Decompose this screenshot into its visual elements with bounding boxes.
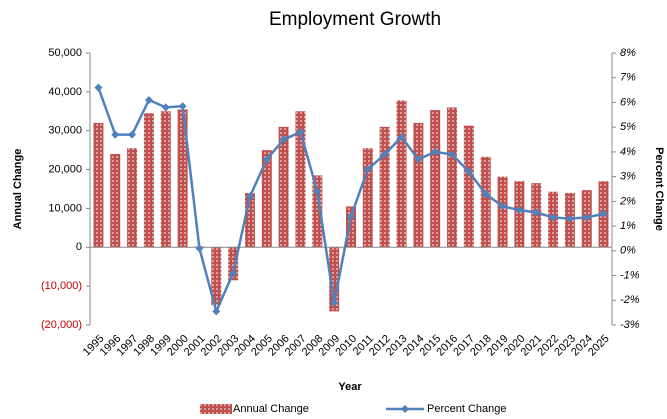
bar [312,175,323,248]
bar [396,100,407,248]
line-marker [94,83,103,92]
y-tick-label: 0 [76,241,82,253]
y-tick-label: 10,000 [48,202,82,214]
y-tick-label: 40,000 [48,86,82,98]
line-marker [380,150,389,159]
bar [480,156,491,248]
y2-axis-label: Percent Change [653,147,665,231]
y-tick-label: (10,000) [41,280,82,292]
bar [110,154,121,248]
bar [244,192,255,248]
legend-label: Percent Change [427,403,507,415]
legend-swatch [401,405,409,413]
y2-tick-label: -1% [620,269,640,281]
line [97,87,604,316]
bar [413,122,424,248]
legend-label: Annual Change [233,403,309,415]
bar [295,111,306,248]
bar [463,125,474,248]
bar [127,148,138,248]
legend-swatch [200,404,232,414]
y2-tick-label: 4% [620,146,636,158]
y2-tick-label: 0% [620,245,636,257]
bar [430,110,441,248]
y2-tick-label: 8% [620,47,636,59]
y-tick-label: (20,000) [41,319,82,331]
x-axis-label: Year [338,381,362,393]
line-marker [296,128,305,137]
line-marker [212,307,221,316]
line-marker [414,155,423,164]
line-marker [532,208,541,217]
line-marker [245,192,254,201]
y2-tick-label: 6% [620,96,636,108]
bar [497,176,508,248]
line-marker [262,155,271,164]
bar [261,150,272,248]
line-marker [481,189,490,198]
y2-tick-label: 1% [620,220,636,232]
bar [447,107,458,248]
line-marker [128,130,137,139]
bar [379,126,390,248]
bar [362,148,373,248]
bar [278,126,289,248]
y2-tick-label: 7% [620,72,636,84]
line-marker [195,244,204,253]
line-marker [448,150,457,159]
line-marker [161,103,170,112]
line-marker [464,167,473,176]
line-marker [144,95,153,104]
y-axis-label: Annual Change [12,149,24,230]
bar [346,206,356,248]
line-marker [229,269,238,278]
bar [514,181,525,248]
y2-tick-label: 3% [620,171,636,183]
line-marker [515,206,524,215]
line-marker [431,147,440,156]
y-tick-label: 20,000 [48,163,82,175]
bar [143,113,154,248]
line-marker [397,133,406,142]
bar [329,247,340,312]
line-marker [111,130,120,139]
y2-tick-label: -3% [620,319,640,331]
bar [177,109,188,248]
line-marker [279,135,288,144]
bar [211,247,222,306]
line-marker [582,213,591,222]
y2-tick-label: 5% [620,121,636,133]
y-tick-label: 30,000 [48,125,82,137]
line-marker [498,202,507,211]
bar [93,122,104,248]
line-marker [330,298,339,307]
bar [160,111,171,248]
line-marker [178,102,187,111]
line-marker [313,187,322,196]
line-marker [347,212,355,221]
chart-title: Employment Growth [269,9,441,30]
line-marker [599,209,608,218]
line-marker [363,165,372,174]
line-marker [565,214,574,223]
y2-tick-label: 2% [619,195,636,207]
y-tick-label: 50,000 [48,47,82,59]
bar [228,247,239,281]
y2-tick-label: -2% [620,294,640,306]
line-marker [549,213,558,222]
